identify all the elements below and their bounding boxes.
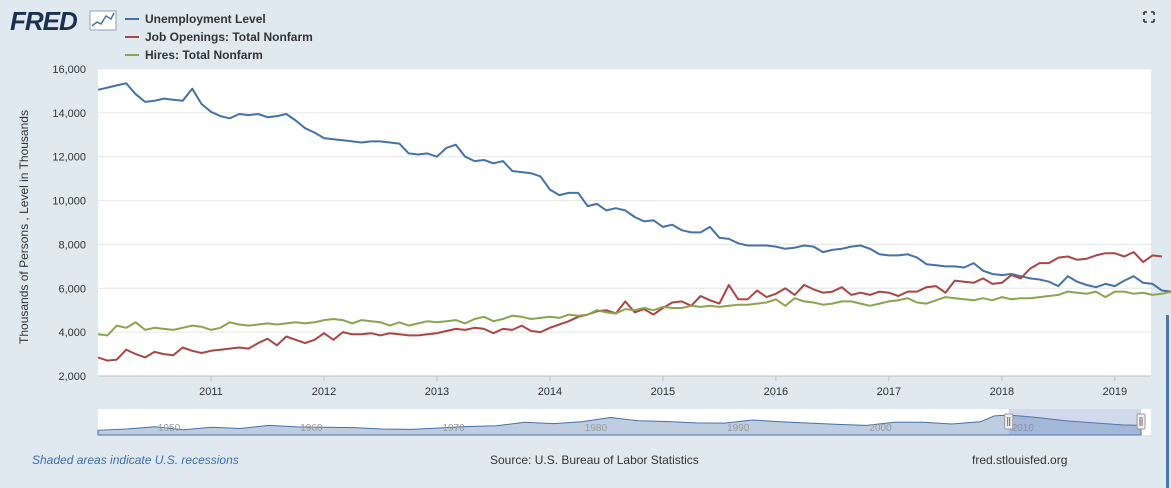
x-tick-label: 2013	[425, 386, 449, 398]
navigator[interactable]: 1950 1960 1970 1980 1990 2000 2010	[97, 409, 1146, 436]
navigator-area	[97, 414, 1142, 436]
y-tick-label: 12,000	[52, 152, 86, 164]
y-axis: 2,000 4,000 6,000 8,000 10,000 12,000 14,000 16…	[52, 64, 86, 383]
navigator-left-handle[interactable]	[1004, 413, 1014, 430]
navigator-tick-label: 1990	[727, 423, 750, 434]
x-axis: 2011 2012 2013 2014 2015 2016 2017 2018 2019	[98, 375, 1151, 398]
navigator-tick-label: 2010	[1012, 423, 1035, 434]
x-tick-label: 2016	[764, 386, 788, 398]
fred-logo-graph-line	[91, 12, 115, 27]
y-axis-label: Thousands of Persons , Level in Thousand…	[17, 110, 31, 344]
fred-logo-text: FRED	[10, 6, 78, 36]
navigator-selection[interactable]	[1008, 409, 1142, 435]
legend-item-label[interactable]: Unemployment Level	[145, 12, 266, 26]
y-tick-label: 16,000	[52, 64, 86, 76]
source-text: Source: U.S. Bureau of Labor Statistics	[490, 453, 699, 467]
x-tick-label: 2012	[312, 386, 336, 398]
legend-item-label[interactable]: Job Openings: Total Nonfarm	[145, 30, 313, 44]
navigator-tick-label: 1970	[443, 423, 466, 434]
recession-note-link[interactable]: Shaded areas indicate U.S. recessions	[32, 453, 239, 467]
site-link[interactable]: fred.stlouisfed.org	[972, 453, 1067, 467]
y-tick-label: 6,000	[58, 283, 86, 295]
x-tick-label: 2015	[651, 386, 675, 398]
y-tick-label: 4,000	[58, 327, 86, 339]
navigator-tick-label: 1960	[300, 423, 323, 434]
navigator-tick-label: 1950	[158, 423, 181, 434]
y-tick-label: 10,000	[52, 196, 86, 208]
scrollbar-thumb[interactable]	[1166, 315, 1169, 488]
legend-item-label[interactable]: Hires: Total Nonfarm	[145, 48, 263, 62]
legend: Unemployment Level Job Openings: Total No…	[125, 12, 313, 62]
series-line-1[interactable]	[97, 251, 1163, 362]
x-tick-label: 2018	[990, 386, 1014, 398]
navigator-right-handle[interactable]	[1136, 413, 1146, 430]
series-lines	[97, 82, 1171, 362]
series-line-2[interactable]	[97, 290, 1171, 337]
y-tick-label: 8,000	[58, 239, 86, 251]
fullscreen-icon[interactable]	[1140, 8, 1158, 26]
x-tick-label: 2017	[877, 386, 901, 398]
navigator-tick-label: 2000	[869, 423, 892, 434]
x-tick-label: 2014	[538, 386, 562, 398]
series-line-0[interactable]	[97, 82, 1171, 293]
y-tick-label: 2,000	[58, 371, 86, 383]
fred-logo[interactable]: FRED	[10, 6, 117, 36]
x-tick-label: 2011	[199, 386, 223, 398]
navigator-tick-label: 1980	[585, 423, 608, 434]
x-tick-label: 2019	[1103, 386, 1127, 398]
y-tick-label: 14,000	[52, 108, 86, 120]
